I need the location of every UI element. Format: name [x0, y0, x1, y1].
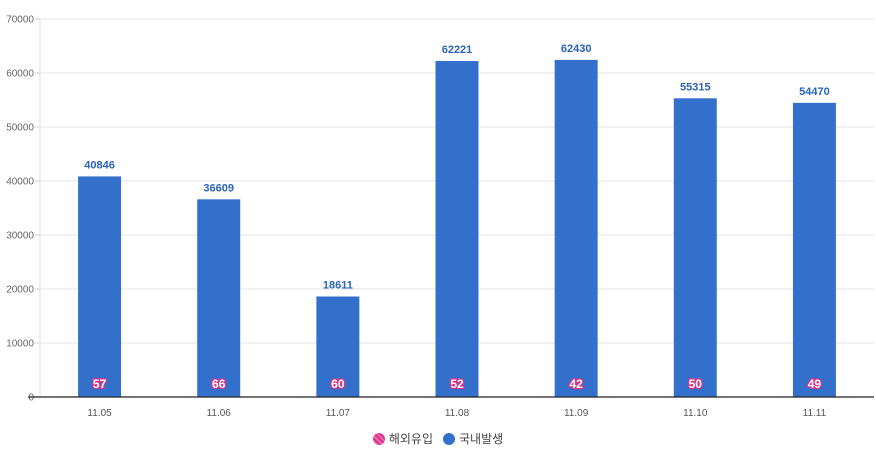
- data-label-domestic: 62221: [442, 44, 473, 56]
- legend-label-domestic: 국내발생: [459, 432, 504, 446]
- bar-domestic: [78, 176, 122, 397]
- data-label-overseas: 57: [93, 377, 107, 391]
- data-label-overseas: 49: [808, 377, 822, 391]
- x-tick-label: 11.06: [207, 408, 232, 419]
- data-label-overseas: 52: [450, 377, 464, 391]
- bar-domestic: [197, 199, 241, 397]
- bar-domestic: [316, 296, 360, 397]
- y-tick-label: 20000: [6, 285, 34, 296]
- data-label-domestic: 36609: [203, 182, 234, 194]
- legend-item-overseas[interactable]: 해외유입: [372, 430, 433, 447]
- bar-domestic: [673, 98, 717, 397]
- data-label-domestic: 18611: [323, 280, 353, 292]
- y-tick-label: 50000: [6, 123, 34, 134]
- y-tick-label: 60000: [6, 69, 34, 80]
- y-tick-label: 70000: [6, 15, 34, 26]
- legend-swatch-domestic: [443, 432, 455, 445]
- y-tick-label: 40000: [6, 177, 34, 188]
- legend-swatch-overseas: [372, 432, 385, 445]
- data-label-overseas: 50: [689, 377, 703, 391]
- legend-item-domestic[interactable]: 국내발생: [443, 430, 503, 447]
- x-tick-label: 11.08: [445, 408, 470, 419]
- bar-domestic: [554, 59, 598, 398]
- x-tick-label: 11.07: [326, 408, 351, 419]
- bar-chart: 0 10000 20000 30000 40000 50000 60000 70000 4084…: [6, 15, 874, 419]
- x-tick-label: 11.05: [87, 408, 112, 419]
- y-tick-label: 10000: [6, 339, 34, 350]
- data-label-overseas: 42: [569, 377, 583, 391]
- data-label-domestic: 40846: [84, 159, 115, 171]
- data-label-domestic: 62430: [561, 43, 592, 55]
- x-tick-label: 11.11: [803, 408, 827, 419]
- x-tick-label: 11.09: [564, 408, 589, 419]
- bar-domestic: [792, 102, 836, 397]
- legend: 해외유입 국내발생: [0, 430, 876, 447]
- bar-domestic: [435, 61, 479, 398]
- legend-label-overseas: 해외유입: [388, 432, 433, 446]
- data-label-domestic: 55315: [680, 81, 711, 93]
- data-label-overseas: 66: [212, 377, 226, 391]
- data-label-overseas: 60: [331, 377, 345, 391]
- data-label-domestic: 54470: [799, 86, 830, 98]
- y-tick-label: 30000: [6, 231, 34, 242]
- x-tick-label: 11.10: [683, 408, 708, 419]
- y-tick-label: 0: [28, 393, 34, 404]
